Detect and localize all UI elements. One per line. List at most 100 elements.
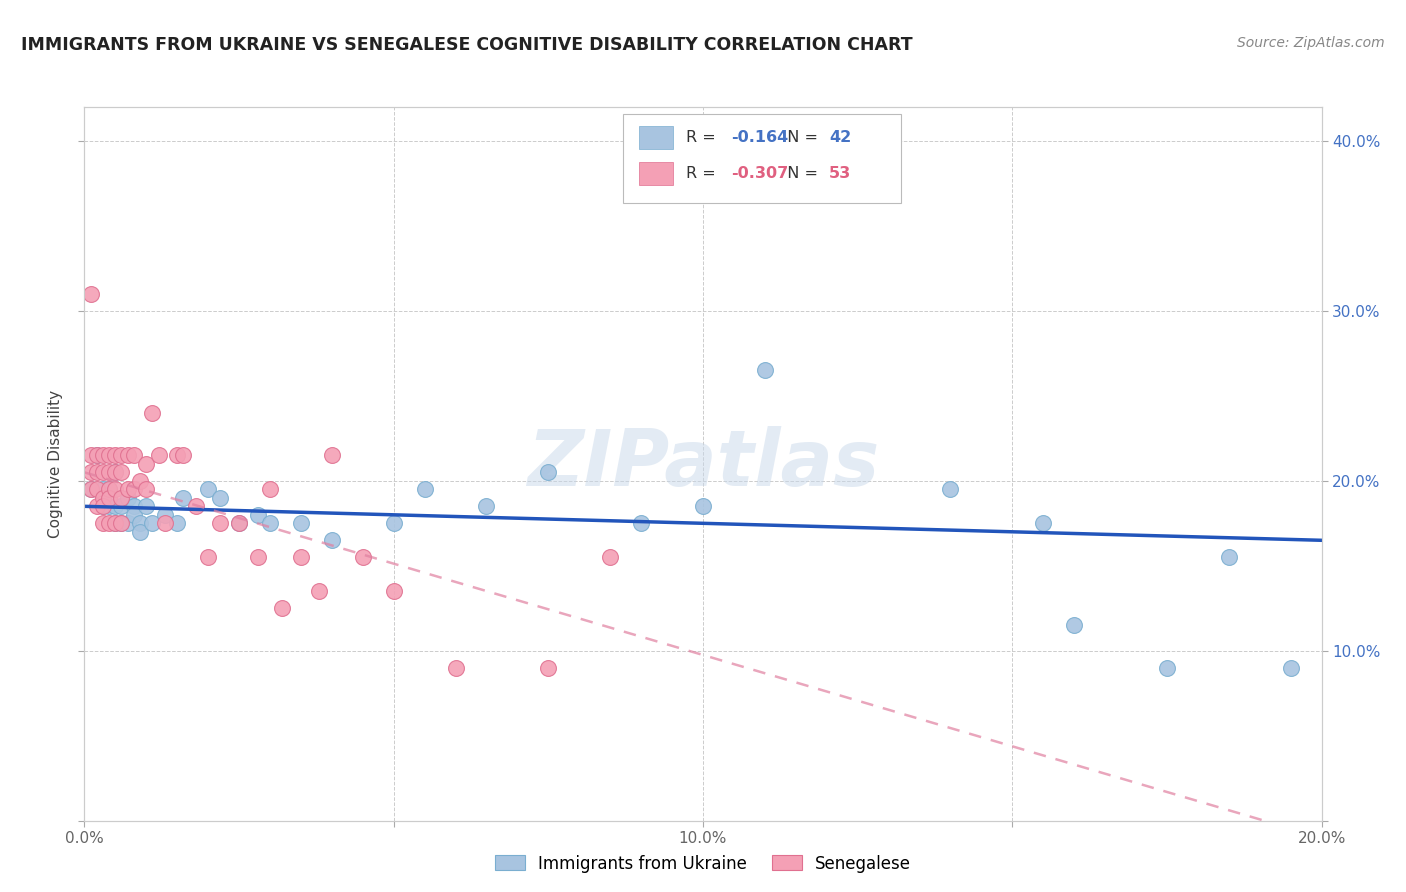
- Point: [104, 516, 127, 531]
- FancyBboxPatch shape: [638, 127, 673, 149]
- Point: [271, 601, 294, 615]
- Point: [122, 448, 145, 462]
- Legend: Immigrants from Ukraine, Senegalese: Immigrants from Ukraine, Senegalese: [488, 848, 918, 880]
- Point: [104, 500, 127, 514]
- Point: [166, 448, 188, 462]
- FancyBboxPatch shape: [638, 162, 673, 185]
- Point: [110, 500, 132, 514]
- Point: [228, 516, 250, 531]
- Point: [129, 516, 152, 531]
- Point: [98, 500, 121, 514]
- Point: [104, 466, 127, 480]
- Point: [117, 483, 139, 497]
- Point: [91, 448, 114, 462]
- Point: [91, 516, 114, 531]
- Point: [79, 287, 101, 301]
- Point: [86, 466, 108, 480]
- Text: R =: R =: [686, 166, 720, 181]
- Point: [91, 491, 114, 505]
- Point: [228, 516, 250, 531]
- Point: [939, 483, 962, 497]
- Point: [98, 491, 121, 505]
- Point: [197, 550, 219, 565]
- Point: [475, 500, 498, 514]
- Point: [172, 448, 194, 462]
- Point: [86, 483, 108, 497]
- Point: [321, 533, 343, 548]
- Point: [91, 500, 114, 514]
- Point: [104, 516, 127, 531]
- Point: [135, 457, 157, 471]
- Point: [122, 483, 145, 497]
- Point: [79, 483, 101, 497]
- Text: N =: N =: [778, 130, 824, 145]
- Point: [91, 466, 114, 480]
- Point: [98, 483, 121, 497]
- Text: -0.164: -0.164: [731, 130, 789, 145]
- Point: [197, 483, 219, 497]
- Point: [117, 491, 139, 505]
- Point: [444, 661, 467, 675]
- Point: [352, 550, 374, 565]
- Text: 42: 42: [830, 130, 852, 145]
- Point: [153, 508, 176, 522]
- Point: [148, 448, 170, 462]
- Point: [246, 508, 269, 522]
- Point: [382, 584, 405, 599]
- Point: [209, 516, 232, 531]
- Point: [290, 550, 312, 565]
- Point: [754, 363, 776, 377]
- Point: [321, 448, 343, 462]
- Point: [98, 483, 121, 497]
- Text: -0.307: -0.307: [731, 166, 789, 181]
- Text: Source: ZipAtlas.com: Source: ZipAtlas.com: [1237, 36, 1385, 50]
- Text: R =: R =: [686, 130, 720, 145]
- FancyBboxPatch shape: [623, 114, 901, 203]
- Point: [413, 483, 436, 497]
- Point: [153, 516, 176, 531]
- Point: [122, 508, 145, 522]
- Point: [98, 448, 121, 462]
- Point: [1032, 516, 1054, 531]
- Point: [86, 500, 108, 514]
- Point: [692, 500, 714, 514]
- Point: [1063, 618, 1085, 632]
- Point: [129, 474, 152, 488]
- Point: [104, 448, 127, 462]
- Point: [308, 584, 330, 599]
- Point: [110, 491, 132, 505]
- Point: [259, 516, 281, 531]
- Point: [110, 448, 132, 462]
- Point: [382, 516, 405, 531]
- Text: 53: 53: [830, 166, 852, 181]
- Point: [290, 516, 312, 531]
- Point: [129, 524, 152, 539]
- Point: [91, 483, 114, 497]
- Point: [184, 500, 207, 514]
- Text: ZIPatlas: ZIPatlas: [527, 425, 879, 502]
- Point: [135, 483, 157, 497]
- Point: [122, 500, 145, 514]
- Point: [172, 491, 194, 505]
- Point: [141, 516, 163, 531]
- Point: [117, 448, 139, 462]
- Point: [79, 483, 101, 497]
- Y-axis label: Cognitive Disability: Cognitive Disability: [48, 390, 63, 538]
- Point: [630, 516, 652, 531]
- Point: [117, 516, 139, 531]
- Point: [1279, 661, 1302, 675]
- Point: [91, 500, 114, 514]
- Point: [98, 466, 121, 480]
- Point: [1218, 550, 1240, 565]
- Point: [110, 516, 132, 531]
- Point: [537, 661, 560, 675]
- Point: [1156, 661, 1178, 675]
- Point: [599, 550, 621, 565]
- Point: [79, 448, 101, 462]
- Text: IMMIGRANTS FROM UKRAINE VS SENEGALESE COGNITIVE DISABILITY CORRELATION CHART: IMMIGRANTS FROM UKRAINE VS SENEGALESE CO…: [21, 36, 912, 54]
- Point: [86, 448, 108, 462]
- Point: [537, 466, 560, 480]
- Point: [98, 516, 121, 531]
- Point: [79, 466, 101, 480]
- Point: [135, 500, 157, 514]
